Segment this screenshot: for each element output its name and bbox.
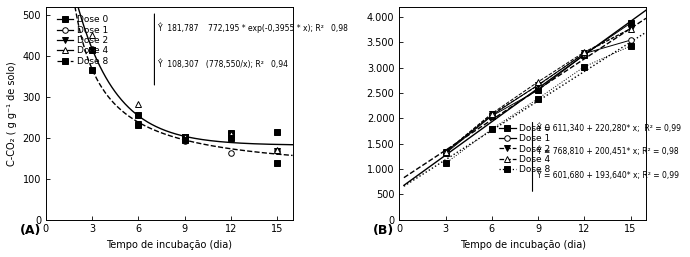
- Legend: Dose 0, Dose 1, Dose 2, Dose 4, Dose 8: Dose 0, Dose 1, Dose 2, Dose 4, Dose 8: [497, 122, 552, 176]
- X-axis label: Tempo de incubação (dia): Tempo de incubação (dia): [106, 240, 233, 250]
- Text: Ŷ  108,307   (778,550/x); R²   0,94: Ŷ 108,307 (778,550/x); R² 0,94: [158, 60, 288, 69]
- Text: Ŷ  181,787    772,195 * exp(-0,3955 * x); R²   0,98: Ŷ 181,787 772,195 * exp(-0,3955 * x); R²…: [158, 23, 348, 33]
- Text: Ŷ = 768,810 + 200,451* x; R² = 0,98: Ŷ = 768,810 + 200,451* x; R² = 0,98: [538, 147, 679, 156]
- Legend: Dose 0, Dose 1, Dose 2, Dose 4, Dose 8: Dose 0, Dose 1, Dose 2, Dose 4, Dose 8: [55, 14, 110, 68]
- X-axis label: Tempo de incubação (dia): Tempo de incubação (dia): [460, 240, 586, 250]
- Text: Ŷ = 611,340 + 220,280* x;  R² = 0,99: Ŷ = 611,340 + 220,280* x; R² = 0,99: [538, 123, 682, 133]
- Text: Ŷ = 601,680 + 193,640* x; R² = 0,99: Ŷ = 601,680 + 193,640* x; R² = 0,99: [538, 170, 680, 180]
- Text: (A): (A): [19, 224, 41, 237]
- Text: (B): (B): [373, 224, 395, 237]
- Y-axis label: C-CO₂ ( g g⁻¹ de solo): C-CO₂ ( g g⁻¹ de solo): [7, 61, 17, 166]
